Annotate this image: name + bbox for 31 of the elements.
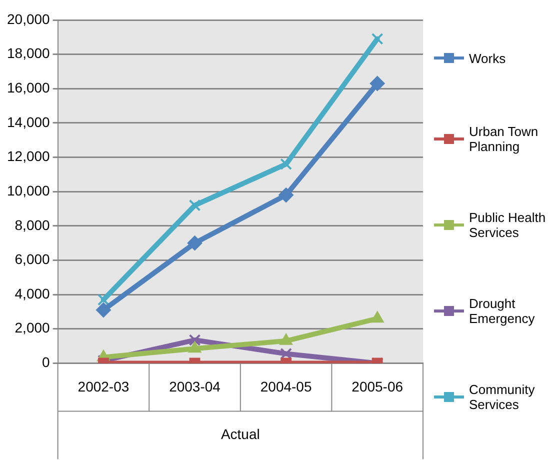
point: [98, 294, 110, 306]
y-tick-label: 16,000: [6, 80, 50, 96]
x-axis-title: Actual: [220, 426, 260, 442]
x-tick-label: 2004-05: [260, 378, 312, 394]
x-tick-label: 2002-03: [78, 378, 130, 394]
y-tick-label: 14,000: [6, 114, 50, 130]
y-tick-label: 10,000: [6, 182, 50, 198]
y-tick-label: 0: [42, 354, 50, 370]
y-tick-label: 6,000: [14, 251, 50, 268]
point: [370, 311, 384, 323]
legend-label: Public Health Services: [469, 210, 547, 240]
y-tick-label: 4,000: [14, 285, 50, 302]
x-tick-label: 2003-04: [169, 378, 221, 394]
point: [188, 199, 201, 212]
legend-label: Community Services: [469, 382, 536, 412]
point: [278, 188, 294, 203]
y-tick-label: 2,000: [14, 320, 50, 336]
point: [280, 158, 292, 170]
point: [279, 333, 293, 345]
legend-label: Drought Emergency: [469, 296, 536, 326]
point: [188, 341, 202, 353]
x-tick-label: 2005-06: [352, 378, 404, 394]
y-tick-label: 12,000: [6, 148, 50, 164]
point: [371, 32, 384, 45]
point: [187, 236, 202, 251]
point: [370, 76, 385, 91]
y-tick-label: 18,000: [6, 45, 50, 62]
y-tick-label: 20,000: [6, 10, 50, 27]
y-tick-label: 8,000: [14, 216, 50, 233]
legend-label: Works: [469, 50, 506, 66]
legend-label: Urban Town Planning: [469, 124, 540, 154]
